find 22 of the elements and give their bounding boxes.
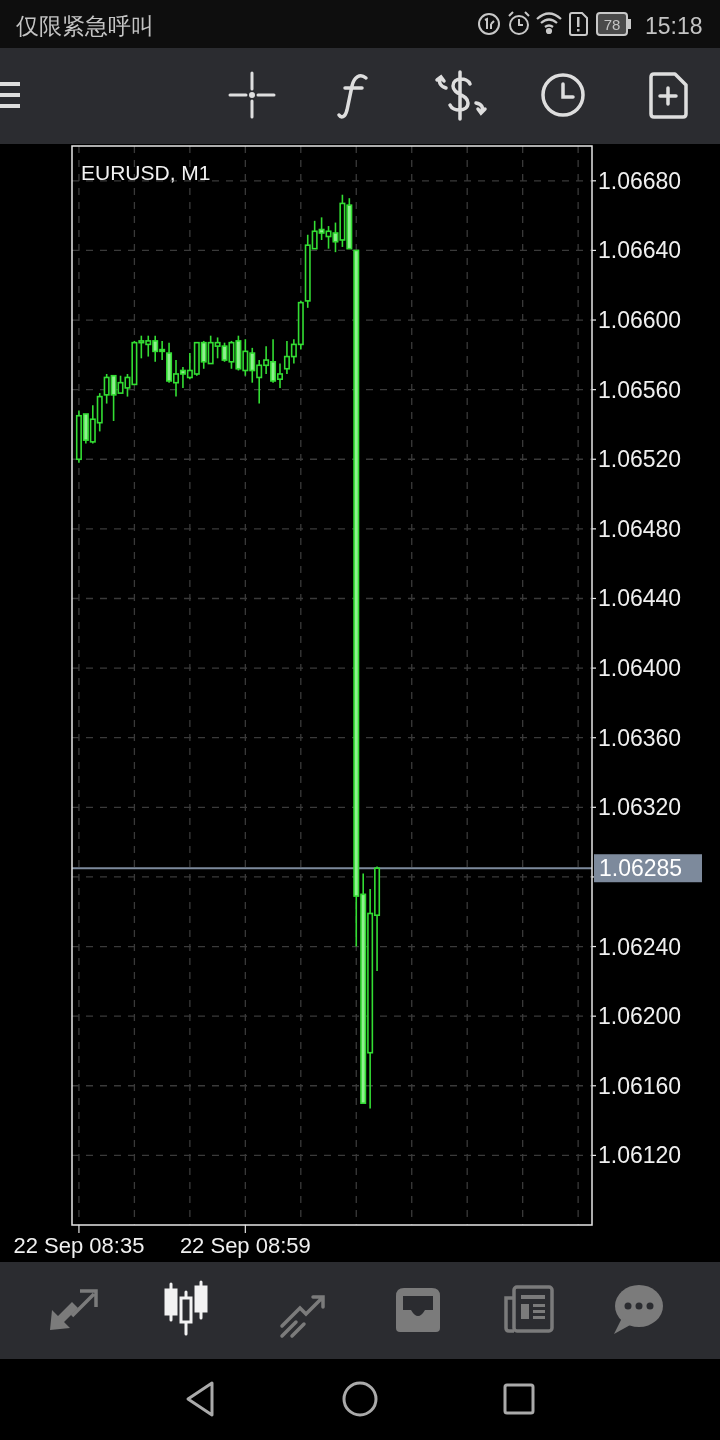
y-tick-label: 1.06120 [598, 1142, 682, 1169]
y-tick-label: 1.06600 [598, 307, 682, 334]
chart-title: EURUSD, M1 [81, 161, 211, 184]
status-text: 仅限紧急呼叫 [16, 13, 154, 39]
y-tick-label: 1.06680 [598, 167, 682, 194]
y-tick-label: 1.06440 [598, 585, 682, 612]
y-tick-label: 1.06560 [598, 376, 682, 403]
clock: 15:18 [645, 13, 703, 39]
battery-level: 78 [603, 16, 621, 33]
x-tick-label: 22 Sep 08:35 [13, 1233, 145, 1258]
y-tick-label: 1.06320 [598, 794, 682, 821]
y-tick-label: 1.06240 [598, 933, 682, 960]
y-tick-label: 1.06360 [598, 724, 682, 751]
y-tick-label: 1.06200 [598, 1003, 682, 1030]
y-tick-label: 1.06640 [598, 237, 682, 264]
y-tick-label: 1.06160 [598, 1072, 682, 1099]
y-tick-label: 1.06400 [598, 655, 682, 682]
y-tick-label: 1.06520 [598, 446, 682, 473]
y-tick-label: 1.06480 [598, 515, 682, 542]
ref-line-label: 1.06285 [599, 855, 683, 882]
reference-label: 1.06285 [594, 854, 702, 883]
x-tick-label: 22 Sep 08:59 [179, 1233, 311, 1258]
